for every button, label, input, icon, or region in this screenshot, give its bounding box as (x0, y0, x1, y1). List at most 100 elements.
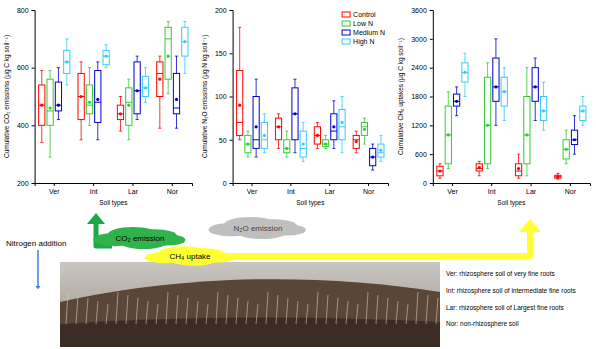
whisker-low (302, 157, 305, 161)
whisker-high (534, 58, 537, 68)
box-series (261, 97, 384, 162)
photo-tree (396, 301, 398, 324)
x-axis-line (35, 184, 192, 187)
mean-marker (144, 86, 147, 89)
mean-marker (183, 40, 186, 43)
whisker-low (119, 120, 122, 132)
median (173, 108, 179, 109)
y-tick-label: 2400 (411, 64, 427, 71)
box-series (237, 27, 360, 152)
photo-tree (136, 298, 138, 324)
mean-marker (285, 147, 288, 150)
mean-marker (88, 101, 91, 104)
y-tick: 200 (215, 7, 233, 14)
mean-marker (293, 112, 296, 115)
mean-marker (542, 109, 545, 112)
box (292, 88, 298, 140)
whisker-low (503, 106, 506, 120)
x-tick-label: Int (488, 188, 496, 195)
photo-tree (86, 298, 88, 324)
whisker-high (96, 62, 99, 71)
y-tick-label: 200 (17, 180, 29, 187)
mean-marker (379, 149, 382, 152)
whisker-low (494, 101, 497, 125)
whisker-high (105, 45, 108, 51)
median (47, 110, 53, 111)
box (580, 106, 586, 120)
mean-marker (486, 124, 489, 127)
y-tick-label: 150 (215, 50, 227, 57)
cloud (209, 217, 306, 239)
whisker-high (371, 144, 374, 148)
whisker-low (167, 79, 170, 93)
mean-marker (255, 125, 258, 128)
x-tick-mark (329, 183, 330, 186)
y-tick: 2400 (411, 64, 433, 71)
whisker-low (534, 101, 537, 120)
photo-tree (196, 301, 198, 324)
y-axis: 050100150200 (215, 7, 233, 187)
y-tick-mark (430, 68, 433, 69)
photo-tree (316, 292, 318, 324)
whisker-low (355, 148, 358, 152)
whisker-high (277, 114, 280, 118)
mean-marker (65, 60, 68, 63)
box (261, 122, 267, 148)
x-axis: VerIntLarNor (433, 183, 590, 195)
figure: 200400600800VerIntLarNorSoil typesCumula… (0, 0, 596, 349)
whisker-low (183, 56, 186, 73)
box-series (445, 63, 569, 176)
whisker-low (144, 97, 147, 103)
box-series (64, 22, 188, 103)
y-tick-label: 3000 (411, 36, 427, 43)
box (555, 175, 561, 178)
whisker-low (486, 164, 489, 169)
x-tick: Nor (363, 183, 375, 195)
y-tick-mark (430, 10, 433, 11)
photo-tree (206, 304, 208, 324)
whisker-low (255, 148, 258, 157)
whisker-low (40, 125, 43, 142)
box (126, 88, 132, 125)
whisker-low (136, 114, 139, 120)
photo (60, 262, 440, 347)
whisker-low (542, 121, 545, 131)
x-axis: VerIntLarNor (35, 183, 192, 195)
box (314, 127, 320, 144)
mean-marker (158, 78, 161, 81)
box-series (253, 79, 376, 170)
box (501, 77, 507, 106)
whisker-low (263, 148, 266, 152)
whisker-high (136, 56, 139, 62)
photo-tree (406, 304, 408, 324)
y-tick: 600 (415, 151, 433, 158)
whisker-high (285, 131, 288, 140)
y-tick-label: 1200 (411, 122, 427, 129)
box (47, 79, 53, 125)
x-tick-label: Lar (128, 188, 139, 195)
y-tick-mark (230, 140, 233, 141)
x-tick-label: Ver (247, 188, 258, 195)
y-tick-mark (32, 125, 35, 126)
median (261, 139, 267, 140)
whisker-high (447, 92, 450, 106)
y-tick-label: 400 (17, 122, 29, 129)
whisker-high (158, 56, 161, 62)
legend-swatch (342, 30, 350, 35)
plot-marks (237, 27, 384, 170)
whisker-low (565, 159, 568, 164)
box (453, 94, 459, 106)
photo-tree (416, 292, 418, 324)
whisker-high (517, 154, 520, 164)
x-tick-mark (368, 183, 369, 186)
whisker-low (332, 140, 335, 149)
box (237, 71, 243, 136)
whisker-low (316, 144, 319, 148)
x-tick-mark (452, 183, 453, 186)
whisker-low (96, 122, 99, 139)
box-series (437, 154, 561, 179)
y-axis: 200400600800 (17, 7, 35, 187)
note: Lar: rhizosphere soil of Largest fine ro… (446, 304, 565, 312)
box-series (462, 53, 586, 130)
photo-tree (116, 292, 118, 324)
